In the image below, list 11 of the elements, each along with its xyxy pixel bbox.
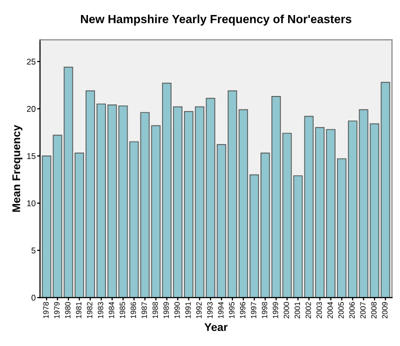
chart-title: New Hampshire Yearly Frequency of Nor'easters (80, 14, 352, 26)
y-tick-label: 15 (27, 153, 36, 160)
bar (42, 156, 52, 298)
y-tick-label: 10 (27, 200, 36, 206)
y-tick-label: 0 (32, 294, 36, 301)
y-axis-title: Mean Frequency (12, 124, 22, 212)
y-tick-label: 20 (26, 106, 36, 112)
x-axis-title: Year (204, 323, 228, 332)
bar (380, 82, 390, 298)
y-tick-label: 25 (26, 58, 36, 65)
y-tick-label: 5 (32, 248, 36, 254)
